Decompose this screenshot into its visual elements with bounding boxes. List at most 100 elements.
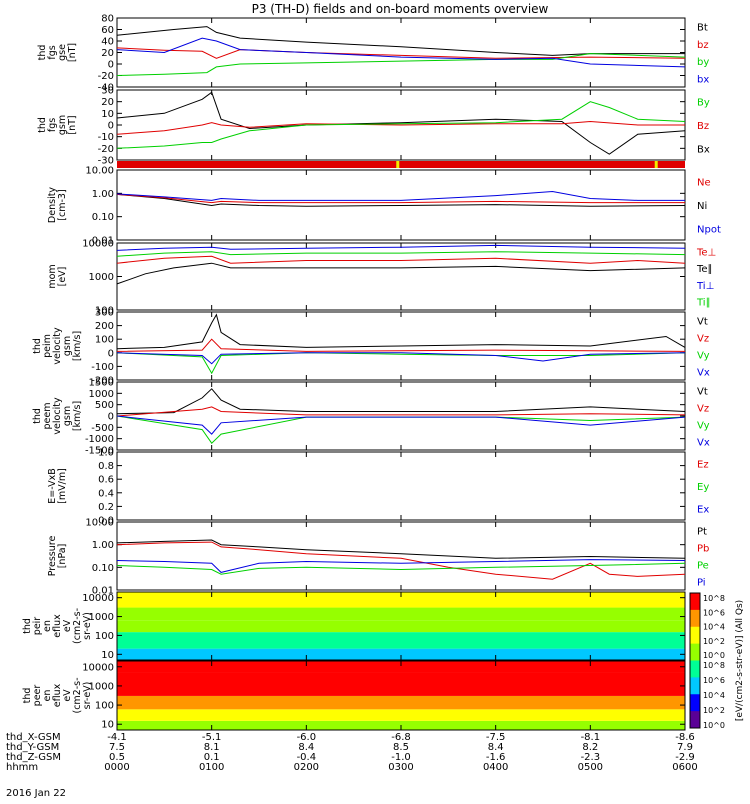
ephemeris-value: -8.1 [581,732,601,743]
y-axis-label: en [42,620,53,632]
y-tick-label: 0 [108,60,114,71]
y-axis-label: [mV/m] [57,468,68,504]
panel-ion_velocity: 300 200 100 0 -100 -200 thd peim velocity gsm [km/… [32,308,710,387]
y-tick-label: -30 [98,156,114,167]
ephemeris-value: 8.4 [298,742,314,753]
y-axis-label: [cm-3] [57,189,68,220]
spectrogram-band [117,661,685,673]
y-tick-label: -10 [98,132,114,143]
colorbar-tick-label: 10^6 [703,608,725,617]
y-axis-label: thd [22,618,33,634]
colorbar-tick-label: 10^4 [703,691,725,700]
y-axis-label: thd [37,117,48,133]
y-tick-label: 1000 [89,389,114,400]
panel-frame [116,381,686,451]
ephemeris-value: 0100 [199,762,224,773]
spectrogram-band [117,648,685,660]
y-tick-label: 100 [95,631,114,642]
legend-Bz: Bz [697,121,709,132]
legend-bz: bz [697,40,709,51]
ephemeris-value: 0400 [483,762,508,773]
series-Pt [116,539,686,559]
legend-bx: bx [697,74,709,85]
ephemeris-value: 7.9 [677,742,693,753]
legend-Ez: Ez [697,459,709,470]
series-Vt [116,388,686,415]
y-axis-label: sr-eV) [82,682,93,710]
series-Pi [116,559,686,573]
y-tick-label: 10 [101,650,114,661]
series-Vz [116,406,686,417]
y-axis-label: thd [32,338,43,354]
colorbar-tick-label: 10^0 [703,651,725,660]
series-Pb [116,541,686,580]
ephemeris-value: -6.0 [297,732,317,743]
y-tick-label: 0 [108,121,114,132]
y-axis-label: [nT] [67,43,78,62]
status-bar-marker [396,161,400,168]
y-axis-label: thd [32,408,43,424]
y-tick-label: 40 [101,37,114,48]
y-tick-label: -100 [91,362,114,373]
ephemeris-row-label: thd_Z-GSM [6,752,61,763]
y-tick-label: 30 [101,86,114,97]
ephemeris-value: 8.1 [204,742,220,753]
y-axis-label: eV [62,619,73,632]
legend-Vx: Vx [697,368,710,379]
y-tick-label: 0 [108,412,114,423]
y-tick-label: 1.00 [92,540,114,551]
series-Ni [116,193,686,207]
series-Vz [116,338,686,352]
spectrogram-band [117,620,685,633]
series-Vy [116,415,686,444]
y-tick-label: -20 [98,71,114,82]
y-axis-label: thd [22,688,33,704]
colorbar-tick-label: 10^6 [703,676,725,685]
series-By [116,101,686,149]
legend-Ex: Ex [697,505,709,516]
ephemeris-value: 0300 [388,762,413,773]
y-axis-label: eV [62,689,73,702]
ephemeris-value: -7.5 [486,732,506,743]
legend-By: By [697,98,710,109]
y-axis-label: sr-eV) [82,612,93,640]
ephemeris-value: 0600 [672,762,697,773]
ephemeris-value: 0200 [294,762,319,773]
y-tick-label: -20 [98,144,114,155]
y-axis-label: en [42,690,53,702]
series-Pe [116,562,686,575]
y-axis-label: peem [42,403,53,430]
y-axis-label: gsm [57,115,68,135]
series-Ne [116,193,685,204]
spectrogram-band [117,695,685,710]
series-Npot [116,190,685,201]
ephemeris-value: 7.5 [109,742,125,753]
y-tick-label: 20 [101,48,114,59]
y-tick-label: 0.8 [98,461,114,472]
date-label: 2016 Jan 22 [6,788,66,799]
series-Vx [116,352,686,365]
ephemeris-value: -8.6 [675,732,695,743]
colorbar: 10^810^610^410^210^010^810^610^410^210^0… [689,592,745,730]
legend-Vy: Vy [697,351,710,362]
colorbar-tick-label: 10^0 [703,721,725,730]
panel-density: 10.00 1.00 0.10 0.01 Density [cm-3] Ne Ni Npot [47,166,721,247]
y-tick-label: 100 [95,335,114,346]
panel-pressure: 10.00 1.00 0.10 0.01 Pressure [nPa] Pt Pb Pe Pi [47,518,709,597]
spectrogram-band [117,592,685,608]
y-axis-label: gse [57,44,68,61]
y-tick-label: 100 [95,306,114,317]
colorbar-segment [690,643,700,661]
ephemeris-value: 8.2 [582,742,598,753]
colorbar-frame [689,592,701,729]
y-tick-label: -1500 [85,446,114,457]
legend-Vt: Vt [697,387,708,398]
series-by [116,53,686,76]
y-axis-label: E=-VxB [47,468,58,503]
y-axis-label: [nPa] [57,544,68,569]
y-tick-label: 500 [95,400,114,411]
ephemeris-value: 0000 [104,762,129,773]
series-Te⊥ [116,255,686,264]
